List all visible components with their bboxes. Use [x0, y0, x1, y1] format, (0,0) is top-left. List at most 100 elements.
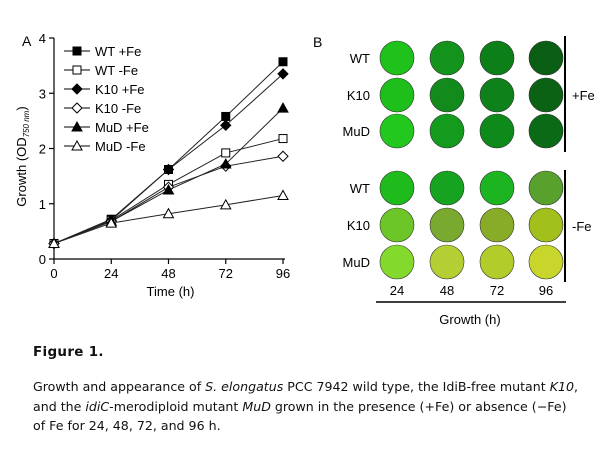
panel-b-culture-grid: B WT K10 MuD WT K10 MuD +Fe -Fe 24 48 72 96 Growth (h… [313, 34, 595, 327]
x-axis-label: Time (h) [147, 284, 195, 299]
caption-mutant-k10: K10 [549, 379, 574, 394]
data-point [277, 189, 289, 200]
culture-well [528, 40, 564, 76]
x-tick-label: 72 [219, 266, 233, 281]
strain-label: K10 [347, 88, 370, 103]
culture-well [379, 113, 415, 149]
time-column-label: 24 [390, 283, 404, 298]
legend-marker [72, 65, 82, 75]
culture-well [528, 170, 564, 206]
data-point [219, 198, 232, 210]
caption-text-5: grown in the presence (+Fe) or absence (… [33, 398, 567, 434]
figure: A 0 1 2 3 4 0 24 48 72 96 Time (h) Growth (OD750 nm)… [14, 31, 595, 327]
legend-marker [71, 120, 83, 132]
legend-marker [72, 46, 82, 56]
series-mud-fe [48, 102, 289, 249]
culture-well [528, 244, 564, 280]
legend-label: K10 -Fe [95, 101, 141, 116]
legend-label: MuD -Fe [95, 139, 146, 154]
culture-well [528, 207, 564, 243]
caption-gene-idic: idiC [85, 398, 110, 414]
series-mud-fe [48, 189, 289, 249]
x-tick-label: 0 [50, 266, 57, 281]
time-column-label: 48 [440, 283, 454, 298]
culture-well [479, 77, 515, 113]
x-tick-label: 48 [161, 266, 175, 281]
y-axis-label-subscript: 750 nm [22, 110, 31, 137]
culture-well [429, 244, 465, 280]
legend-marker [71, 102, 83, 114]
panel-label-a: A [22, 33, 32, 49]
growth-axis-label: Growth (h) [439, 312, 500, 327]
x-tick-label: 96 [276, 266, 290, 281]
data-point [162, 183, 175, 195]
data-point [277, 102, 289, 113]
panel-label-b: B [313, 34, 322, 50]
data-point [162, 163, 175, 176]
culture-well [479, 244, 515, 280]
culture-well [429, 170, 465, 206]
culture-well [528, 77, 564, 113]
y-axis-label: Growth (OD750 nm) [14, 106, 31, 206]
data-point [221, 148, 231, 158]
caption-mutant-mud: MuD [242, 398, 271, 414]
legend-marker [71, 83, 83, 95]
legend-marker [71, 139, 83, 151]
data-point [277, 68, 289, 80]
culture-well [479, 170, 515, 206]
group-plus-fe: WT K10 MuD [343, 40, 564, 149]
caption-text-1: Growth and appearance of [33, 379, 206, 394]
y-tick-label: 0 [39, 252, 46, 267]
series-wt-fe [49, 57, 288, 249]
strain-label: MuD [343, 255, 370, 270]
data-point [221, 111, 231, 121]
legend-label: K10 +Fe [95, 82, 145, 97]
caption-species: S. elongatus [205, 379, 284, 394]
panel-a-line-chart: A 0 1 2 3 4 0 24 48 72 96 Time (h) Growth (OD750 nm)… [14, 31, 290, 299]
time-column-label: 96 [539, 283, 553, 298]
y-axis-label-close: ) [14, 106, 29, 110]
strain-label: MuD [343, 124, 370, 139]
culture-well [429, 77, 465, 113]
culture-well [479, 113, 515, 149]
x-tick-label: 24 [104, 266, 118, 281]
strain-label: WT [350, 181, 370, 196]
series-line [53, 107, 284, 244]
data-point [105, 217, 118, 228]
strain-label: K10 [347, 218, 370, 233]
culture-well [379, 40, 415, 76]
culture-well [429, 207, 465, 243]
data-point [162, 207, 175, 219]
culture-well [379, 170, 415, 206]
culture-well [429, 113, 465, 149]
culture-well [429, 40, 465, 76]
group-minus-fe: WT K10 MuD [343, 170, 564, 280]
culture-well [528, 113, 564, 149]
data-point [278, 134, 288, 144]
figure-caption-title: Figure 1. [33, 344, 104, 360]
culture-well [379, 77, 415, 113]
y-tick-label: 1 [39, 197, 46, 212]
culture-well [379, 244, 415, 280]
figure-caption-text: Growth and appearance of S. elongatus PC… [33, 377, 578, 436]
legend-label: WT -Fe [95, 63, 138, 78]
plus-fe-label: +Fe [572, 88, 595, 103]
culture-well [479, 40, 515, 76]
legend: WT +Fe WT -Fe K10 +Fe K10 -Fe MuD +Fe MuD -Fe [64, 44, 149, 154]
series-k10-fe [48, 68, 289, 250]
y-tick-label: 2 [39, 142, 46, 157]
caption-text-4: -merodiploid mutant [109, 398, 243, 414]
series-line [53, 194, 284, 245]
strain-label: WT [350, 51, 370, 66]
data-point [278, 57, 288, 67]
data-point [48, 237, 60, 249]
data-point [220, 119, 232, 132]
data-point [277, 150, 289, 162]
caption-text-2: PCC 7942 wild type, the IdiB-free mutant [283, 379, 550, 394]
time-column-label: 72 [490, 283, 504, 298]
culture-well [379, 207, 415, 243]
minus-fe-label: -Fe [572, 219, 592, 234]
y-tick-label: 3 [39, 86, 46, 101]
legend-label: MuD +Fe [95, 120, 149, 135]
legend-label: WT +Fe [95, 44, 141, 59]
